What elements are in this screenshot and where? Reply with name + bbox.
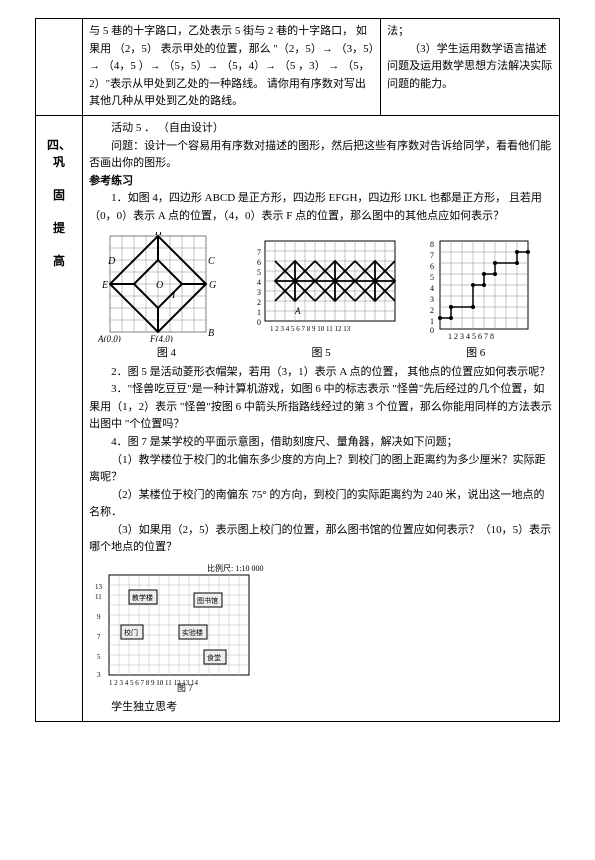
- cap5: 图 5: [261, 344, 381, 360]
- main-table: 与 5 巷的十字路口，乙处表示 5 街与 2 巷的十字路口， 如果用 （2，5）…: [35, 18, 560, 722]
- footer-line: 学生独立思考: [89, 699, 553, 717]
- svg-text:2: 2: [257, 298, 261, 307]
- q4b: （2）某楼位于校门的南偏东 75° 的方向，到校门的实际距离约为 240 米，说…: [89, 487, 553, 522]
- svg-text:校门: 校门: [124, 628, 138, 637]
- activity-title: 活动 5 ． （自由设计）: [89, 120, 553, 138]
- svg-text:B: B: [208, 328, 214, 339]
- sidebar-l3: 提: [42, 219, 76, 236]
- svg-text:5: 5: [97, 653, 101, 661]
- q4a: （1）教学楼位于校门的北偏东多少度的方向上？到校门的图上距离约为多少厘米？实际距…: [89, 452, 553, 487]
- svg-text:8: 8: [430, 240, 434, 249]
- svg-text:3: 3: [257, 288, 261, 297]
- table-row: 四、巩 固 提 高 活动 5 ． （自由设计） 问题：设计一个容易用有序数对描述…: [36, 115, 560, 721]
- page-container: 与 5 巷的十字路口，乙处表示 5 街与 2 巷的十字路口， 如果用 （2，5）…: [35, 18, 560, 722]
- svg-text:C: C: [208, 256, 215, 267]
- svg-text:5: 5: [430, 273, 434, 282]
- svg-text:9: 9: [97, 613, 101, 621]
- figure-6: 8 7 6 5 4 3 2 1 0 1 2 3 4 5 6 7 8: [424, 237, 544, 342]
- row1-right-line2: （3）学生运用数学语言描述问题及运用数学思想方法解决实际问题的能力。: [387, 41, 553, 94]
- sidebar-empty: [36, 19, 83, 116]
- figure-captions: 图 4 图 5 图 6: [89, 344, 553, 360]
- row1-right-line1: 法；: [387, 23, 553, 41]
- svg-text:教学楼: 教学楼: [132, 593, 153, 602]
- svg-text:6: 6: [257, 258, 261, 267]
- q2: 2．图 5 是活动菱形衣帽架，若用（3，1）表示 A 点的位置， 其他点的位置应…: [89, 364, 553, 382]
- svg-text:图书馆: 图书馆: [197, 596, 218, 605]
- svg-text:E: E: [101, 280, 108, 291]
- svg-text:G: G: [209, 280, 216, 291]
- svg-text:I: I: [171, 290, 176, 301]
- figure-row: D H C E O G I A(0,0) F(4,0) B: [89, 232, 553, 342]
- svg-text:4: 4: [430, 284, 434, 293]
- q4: 4．图 7 是某学校的平面示意图，借助刻度尺、量角器，解决如下问题；: [89, 434, 553, 452]
- svg-text:A: A: [294, 306, 301, 316]
- svg-text:O: O: [156, 280, 163, 291]
- row1-col3: 法； （3）学生运用数学语言描述问题及运用数学思想方法解决实际问题的能力。: [381, 19, 560, 116]
- sidebar: 四、巩 固 提 高: [36, 115, 83, 721]
- sidebar-l2: 固: [42, 186, 76, 203]
- question-text: 问题：设计一个容易用有序数对描述的图形，然后把这些有序数对告诉给同学，看看他们能…: [89, 138, 553, 173]
- sidebar-l1: 四、巩: [42, 136, 76, 170]
- svg-text:5: 5: [257, 268, 261, 277]
- svg-text:6: 6: [430, 262, 434, 271]
- figure-7: 比例尺: 1:10 000: [89, 563, 279, 693]
- svg-text:2: 2: [430, 306, 434, 315]
- svg-text:1: 1: [257, 308, 261, 317]
- sidebar-l4: 高: [42, 252, 76, 269]
- svg-text:3: 3: [430, 295, 434, 304]
- svg-text:7: 7: [430, 251, 434, 260]
- ref-title: 参考练习: [89, 173, 553, 191]
- row1-col2: 与 5 巷的十字路口，乙处表示 5 街与 2 巷的十字路口， 如果用 （2，5）…: [83, 19, 381, 116]
- svg-text:D: D: [107, 256, 116, 267]
- svg-text:1 2 3 4 5 6 7 8 9 10 11 12 13: 1 2 3 4 5 6 7 8 9 10 11 12 13: [270, 325, 351, 333]
- svg-text:食堂: 食堂: [207, 653, 221, 662]
- svg-text:1: 1: [430, 317, 434, 326]
- q3: 3．"怪兽吃豆豆"是一种计算机游戏，如图 6 中的标志表示 "怪兽"先后经过的几…: [89, 381, 553, 434]
- figure-5: 76 54 32 10 1 2 3 4 5 6 7 8 9 10 11 12 1…: [251, 237, 401, 342]
- cap4: 图 4: [106, 344, 226, 360]
- svg-text:0: 0: [430, 326, 434, 335]
- f7-scale: 比例尺: 1:10 000: [207, 563, 263, 573]
- label-F: F(4,0): [149, 334, 173, 342]
- q1: 1．如图 4，四边形 ABCD 是正方形，四边形 EFGH，四边形 IJKL 也…: [89, 190, 553, 225]
- row2-content: 活动 5 ． （自由设计） 问题：设计一个容易用有序数对描述的图形，然后把这些有…: [83, 115, 560, 721]
- svg-text:0: 0: [257, 318, 261, 327]
- label-A: A(0,0): [98, 334, 121, 342]
- cap7: 图 7: [177, 683, 193, 693]
- svg-text:实验楼: 实验楼: [182, 628, 203, 637]
- svg-text:1 2 3 4 5 6 7 8: 1 2 3 4 5 6 7 8: [448, 332, 494, 341]
- q4c: （3）如果用（2，5）表示图上校门的位置，那么图书馆的位置应如何表示？（10，5…: [89, 522, 553, 557]
- svg-text:11: 11: [95, 593, 102, 601]
- svg-text:13: 13: [95, 583, 103, 591]
- svg-text:4: 4: [257, 278, 261, 287]
- table-row: 与 5 巷的十字路口，乙处表示 5 街与 2 巷的十字路口， 如果用 （2，5）…: [36, 19, 560, 116]
- figure-4: D H C E O G I A(0,0) F(4,0) B: [98, 232, 228, 342]
- svg-text:7: 7: [97, 633, 101, 641]
- cap6: 图 6: [416, 344, 536, 360]
- figure-7-wrap: 比例尺: 1:10 000: [89, 563, 553, 693]
- svg-text:7: 7: [257, 248, 261, 257]
- svg-text:H: H: [154, 232, 163, 238]
- svg-text:3: 3: [97, 671, 101, 679]
- row1-left-text: 与 5 巷的十字路口，乙处表示 5 街与 2 巷的十字路口， 如果用 （2，5）…: [89, 23, 374, 111]
